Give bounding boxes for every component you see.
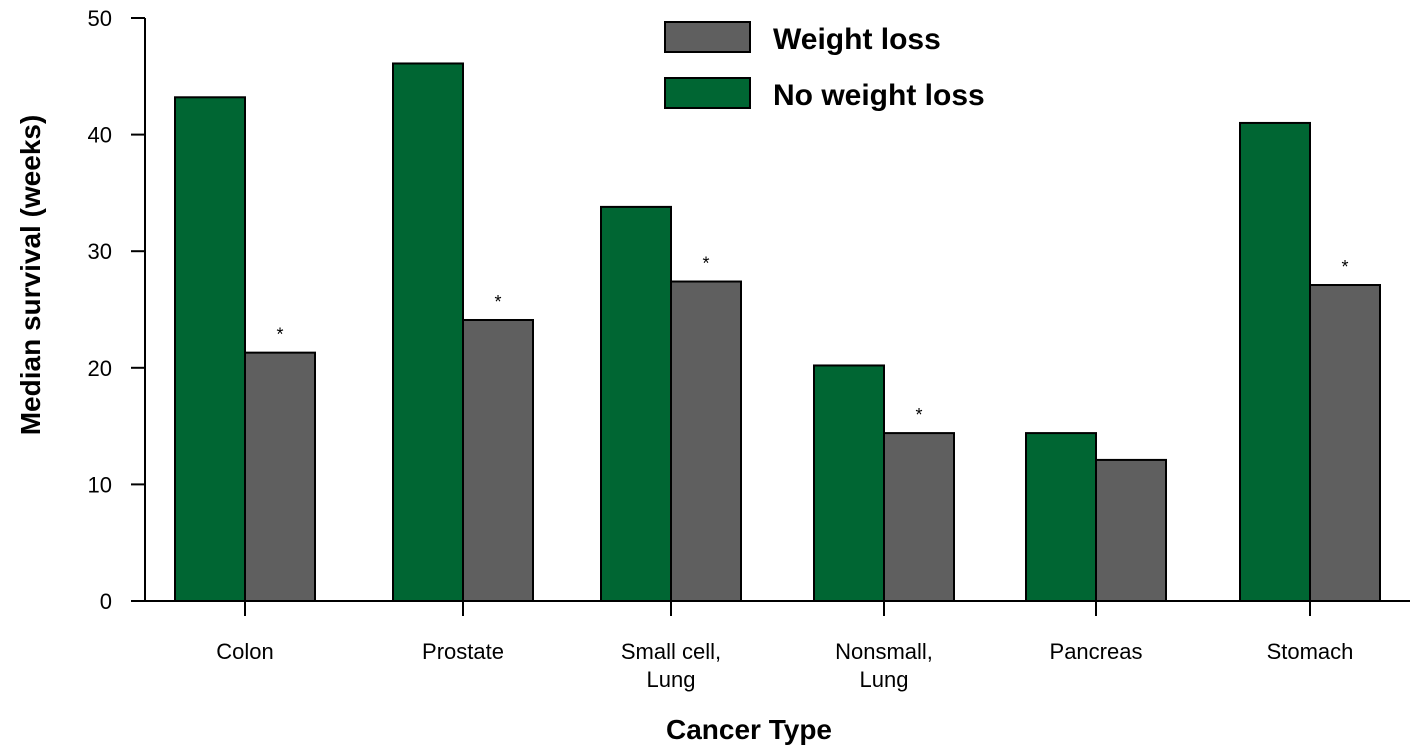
bar-no-weight-loss — [1025, 432, 1097, 603]
x-tick-label: Prostate — [422, 639, 504, 664]
significance-marker: * — [1341, 257, 1348, 277]
plot-area: * * * * * — [174, 62, 1381, 603]
legend-label: No weight loss — [773, 79, 985, 112]
bar-weight-loss — [244, 351, 316, 602]
bar-weight-loss — [670, 280, 742, 602]
x-tick-label: Nonsmall, Lung — [835, 639, 933, 692]
significance-marker: * — [276, 325, 283, 345]
significance-marker: * — [702, 254, 709, 274]
bar-no-weight-loss — [813, 364, 885, 602]
x-tick-label: Colon — [216, 639, 273, 664]
y-axis-title: Median survival (weeks) — [15, 115, 46, 436]
legend: Weight loss No weight loss — [664, 21, 985, 112]
y-tick-label: 10 — [88, 472, 112, 497]
bar-no-weight-loss — [1239, 121, 1311, 602]
bar-weight-loss — [883, 432, 955, 603]
y-tick-label: 0 — [100, 589, 112, 614]
x-axis-ticks: Colon Prostate Small cell, Lung Nonsmall, Lun… — [216, 601, 1353, 692]
x-tick-label: Stomach — [1267, 639, 1354, 664]
y-tick-label: 40 — [88, 123, 112, 148]
bar-weight-loss — [462, 318, 534, 602]
significance-marker: * — [915, 405, 922, 425]
y-axis-ticks: 0 10 20 30 40 50 — [88, 6, 145, 614]
significance-marker: * — [494, 292, 501, 312]
legend-swatch — [664, 77, 751, 109]
bar-no-weight-loss — [174, 96, 246, 603]
legend-label: Weight loss — [773, 23, 941, 56]
y-tick-label: 50 — [88, 6, 112, 31]
bar-no-weight-loss — [600, 205, 672, 602]
x-tick-label: Pancreas — [1050, 639, 1143, 664]
bar-no-weight-loss — [392, 62, 464, 602]
bar-weight-loss — [1095, 458, 1167, 602]
bar-weight-loss — [1309, 284, 1381, 602]
legend-swatch — [664, 21, 751, 53]
y-tick-label: 30 — [88, 239, 112, 264]
x-axis-title: Cancer Type — [666, 714, 832, 745]
y-tick-label: 20 — [88, 356, 112, 381]
x-tick-label: Small cell, Lung — [621, 639, 721, 692]
